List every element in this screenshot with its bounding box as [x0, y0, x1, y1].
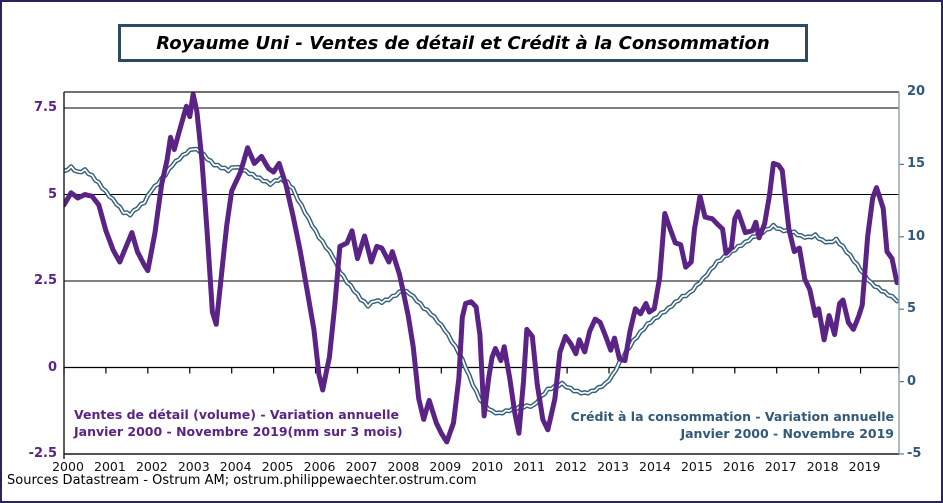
- x-axis-label: 2014: [639, 459, 671, 474]
- legend-ventes-line1: Ventes de détail (volume) - Variation an…: [74, 407, 399, 422]
- left-axis-label: 5: [47, 186, 57, 202]
- x-axis-label: 2016: [722, 459, 755, 474]
- x-axis-label: 2007: [345, 459, 378, 474]
- x-axis-label: 2012: [555, 459, 587, 474]
- right-axis-label: 20: [907, 84, 926, 99]
- x-axis-label: 2009: [429, 459, 462, 474]
- source-note: Sources Datastream - Ostrum AM; ostrum.p…: [7, 473, 477, 488]
- x-axis-label: 2004: [219, 459, 252, 474]
- left-axis-label: 2.5: [33, 273, 57, 288]
- x-axis-label: 2006: [303, 459, 336, 474]
- right-axis-label: 0: [907, 373, 917, 389]
- right-axis-label: -5: [907, 446, 922, 461]
- x-axis-label: 2019: [848, 459, 881, 474]
- x-axis-label: 2011: [513, 459, 546, 474]
- legend-credit-line1: Crédit à la consommation - Variation ann…: [570, 409, 894, 424]
- x-axis-label: 2018: [806, 459, 839, 474]
- x-axis-label: 2015: [680, 459, 713, 474]
- legend-credit-consommation: Crédit à la consommation - Variation ann…: [571, 409, 894, 442]
- x-axis-label: 2001: [94, 459, 126, 474]
- right-axis-label: 5: [907, 301, 917, 317]
- x-axis-label: 2002: [135, 459, 168, 474]
- chart-title: Royaume Uni - Ventes de détail et Crédit…: [156, 32, 770, 54]
- legend-credit-line2: Janvier 2000 - Novembre 2019: [680, 425, 894, 441]
- x-axis-label: 2000: [52, 459, 84, 474]
- x-axis-label: 2017: [764, 459, 797, 474]
- series-ventes-line: [64, 91, 899, 445]
- x-axis-label: 2013: [597, 459, 629, 474]
- x-axis-label: 2005: [261, 459, 294, 474]
- legend-ventes-line2: Janvier 2000 - Novembre 2019(mm sur 3 mo…: [74, 423, 403, 439]
- x-axis-label: 2003: [177, 459, 210, 474]
- x-axis-label: 2008: [387, 459, 420, 474]
- x-axis-label: 2010: [471, 459, 504, 474]
- left-axis-label: 0: [47, 359, 57, 375]
- right-axis-label: 10: [907, 228, 926, 244]
- right-axis-label: 15: [907, 156, 926, 172]
- left-axis-label: -2.5: [28, 446, 57, 461]
- chart-title-box: Royaume Uni - Ventes de détail et Crédit…: [118, 24, 808, 62]
- left-axis-label: 7.5: [33, 100, 57, 115]
- legend-ventes-detail: Ventes de détail (volume) - Variation an…: [74, 407, 403, 440]
